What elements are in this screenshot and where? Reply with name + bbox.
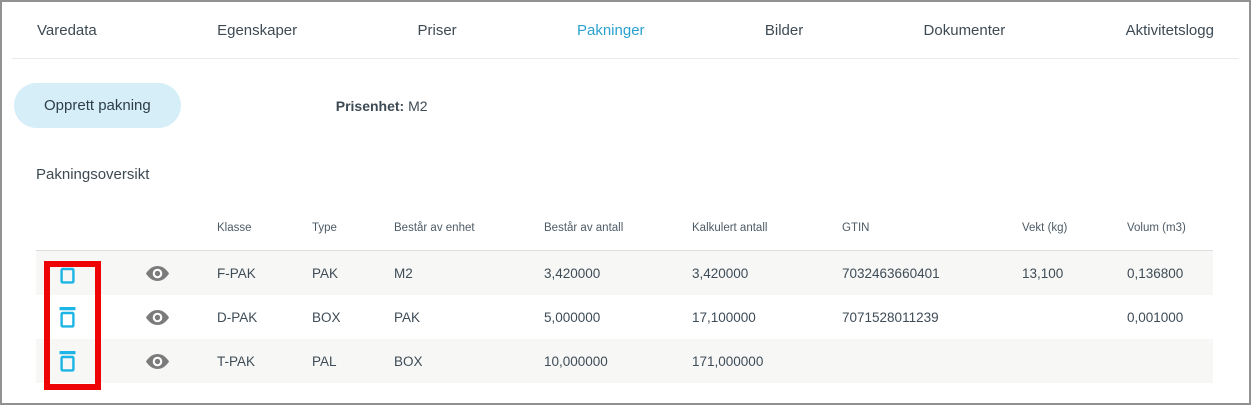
view-packaging-button[interactable] [144,308,171,327]
trash-icon [59,306,76,328]
header-volum: Volum (m3) [1127,222,1186,234]
tab-bilder[interactable]: Bilder [764,21,804,39]
eye-icon [146,265,169,281]
view-packaging-button[interactable] [144,264,171,283]
cell-klasse: D-PAK [217,309,258,325]
price-unit: Prisenhet: M2 [336,98,428,114]
tab-dokumenter[interactable]: Dokumenter [923,21,1006,39]
cell-klasse: T-PAK [217,353,256,369]
header-kalkulert-antall: Kalkulert antall [692,222,768,234]
delete-packaging-button[interactable] [57,260,78,286]
cell-kalkulert-antall: 3,420000 [692,265,749,281]
delete-packaging-button[interactable] [57,304,78,330]
eye-icon [146,353,169,369]
table-row: T-PAK PAL BOX 10,000000 171,000000 [36,339,1213,383]
view-packaging-button[interactable] [144,352,171,371]
cell-bestar-av-enhet: BOX [394,353,423,369]
cell-bestar-av-enhet: PAK [394,309,421,325]
table-row: D-PAK BOX PAK 5,000000 17,100000 7071528… [36,295,1213,339]
cell-kalkulert-antall: 17,100000 [692,309,756,325]
header-klasse: Klasse [217,222,252,234]
price-unit-label: Prisenhet: [335,97,405,114]
cell-type: PAL [312,353,337,369]
create-packaging-button[interactable]: Opprett pakning [14,83,181,128]
price-unit-value: M2 [408,97,428,114]
cell-bestar-av-antall: 5,000000 [544,309,601,325]
cell-gtin: 7032463660401 [842,265,940,281]
tab-priser[interactable]: Priser [417,21,457,39]
cell-klasse: F-PAK [217,265,256,281]
cell-volum: 0,136800 [1127,265,1184,281]
cell-volum: 0,001000 [1127,309,1184,325]
cell-bestar-av-antall: 3,420000 [544,265,601,281]
actions-row: Opprett pakning Prisenhet: M2 [14,83,1249,128]
cell-type: PAK [312,265,339,281]
cell-kalkulert-antall: 171,000000 [692,353,764,369]
tab-bar: Varedata Egenskaper Priser Pakninger Bil… [12,2,1239,59]
packaging-table: Klasse Type Består av enhet Består av an… [36,183,1213,383]
header-vekt: Vekt (kg) [1022,222,1068,234]
cell-type: BOX [312,309,341,325]
cell-bestar-av-enhet: M2 [394,265,413,281]
table-row: F-PAK PAK M2 3,420000 3,420000 703246366… [36,251,1213,295]
tab-pakninger[interactable]: Pakninger [576,21,645,39]
header-bestar-av-enhet: Består av enhet [394,222,475,234]
cell-bestar-av-antall: 10,000000 [544,353,608,369]
table-header-row: Klasse Type Består av enhet Består av an… [36,183,1213,251]
trash-icon [59,350,76,372]
section-title: Pakningsoversikt [36,166,150,183]
eye-icon [146,309,169,325]
cell-vekt: 13,100 [1022,265,1064,281]
delete-packaging-button[interactable] [57,348,78,374]
tab-aktivitetslogg[interactable]: Aktivitetslogg [1125,21,1214,39]
trash-icon [59,262,76,284]
header-gtin: GTIN [842,222,870,234]
tab-varedata[interactable]: Varedata [37,21,97,39]
header-bestar-av-antall: Består av antall [544,222,624,234]
header-type: Type [312,222,337,234]
tab-egenskaper[interactable]: Egenskaper [217,21,298,39]
cell-gtin: 7071528011239 [842,309,939,325]
